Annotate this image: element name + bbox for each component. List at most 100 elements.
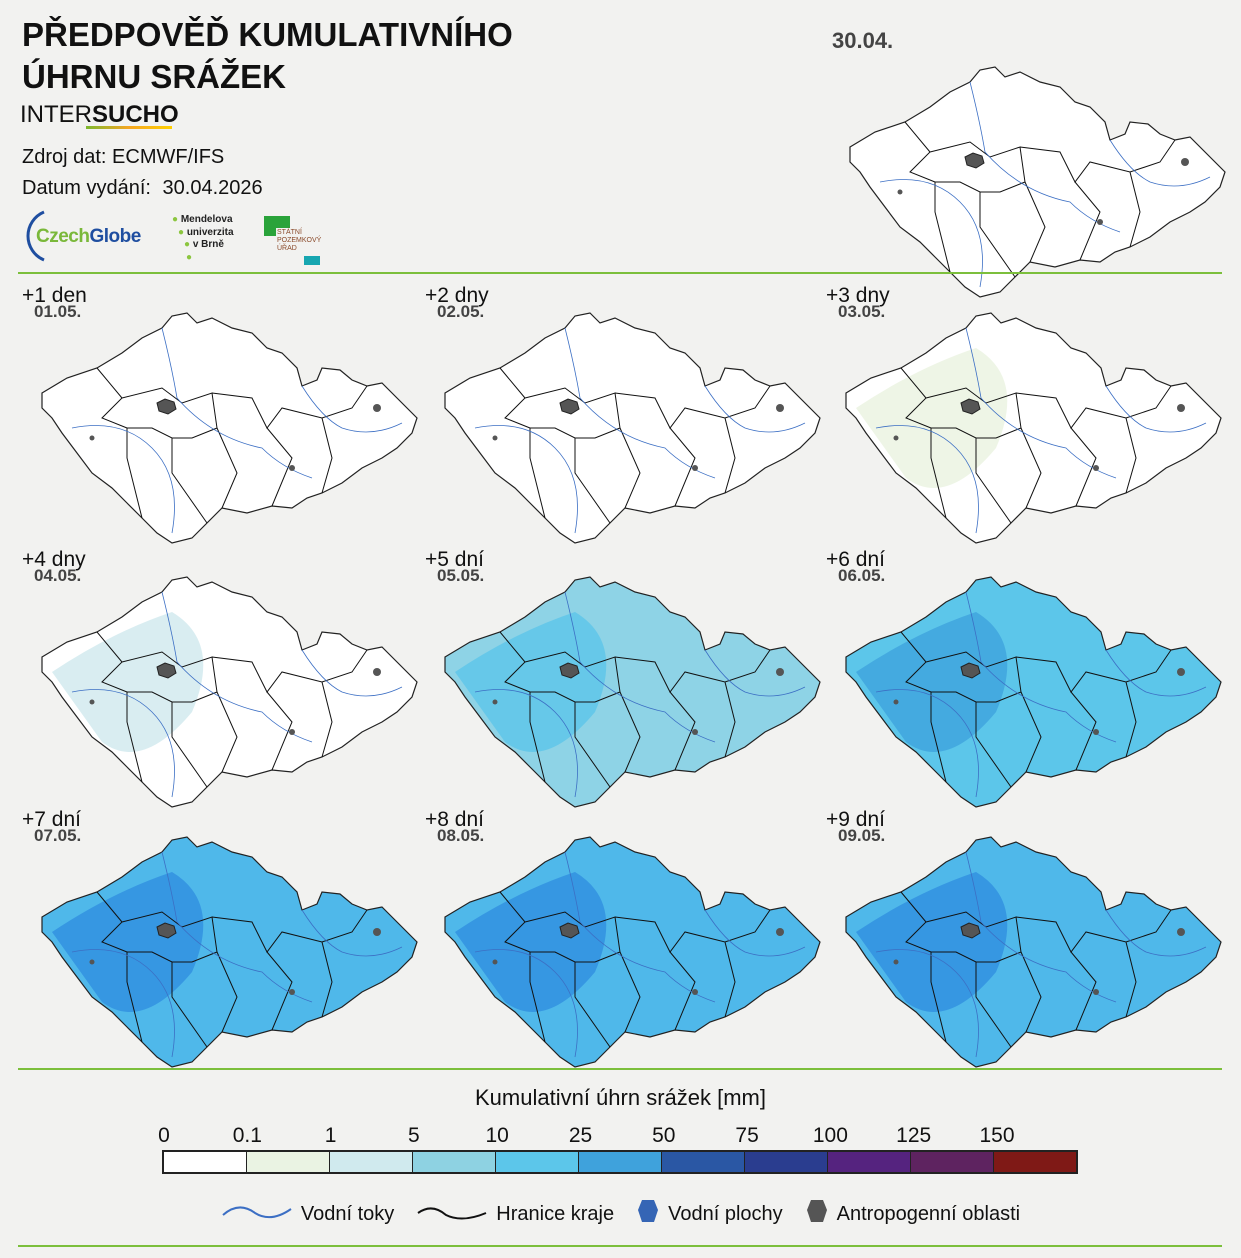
rivers — [875, 327, 1207, 534]
legend-item-label: Vodní toky — [300, 1202, 395, 1225]
map-date: 09.05. — [838, 826, 886, 845]
legend-item: Vodní toky — [221, 1201, 394, 1227]
symbol-legend: Vodní toky Hranice kraje Vodní plochy Antro… — [0, 1198, 1241, 1230]
rivers — [875, 591, 1207, 798]
legend-item: Vodní plochy — [636, 1198, 783, 1230]
rivers — [71, 591, 403, 798]
forecast-map-panel: +8 dní 08.05. — [425, 808, 825, 1070]
region-borders — [900, 891, 1172, 1048]
urban-area — [373, 668, 381, 676]
prague-urban-area — [156, 398, 177, 415]
scale-tick-label: 5 — [408, 1124, 420, 1147]
urban-area-icon — [805, 1198, 829, 1230]
czech-map — [444, 312, 821, 544]
czech-map — [41, 576, 418, 808]
legend-item: Antropogenní oblasti — [805, 1198, 1020, 1230]
border-line-icon — [416, 1201, 488, 1227]
precip-area — [455, 348, 607, 488]
czech-map — [845, 836, 1222, 1068]
czech-map — [41, 836, 418, 1068]
urban-area — [893, 699, 899, 705]
lead-time-label: +5 dní — [425, 548, 484, 571]
forecast-map-panel: +5 dní 05.05. — [425, 548, 825, 810]
lead-time-label: +3 dny — [826, 284, 890, 307]
urban-area — [492, 699, 498, 705]
rivers — [875, 851, 1207, 1058]
urban-area — [692, 465, 698, 471]
region-borders — [96, 367, 368, 524]
lead-time-label: +6 dní — [826, 548, 885, 571]
precip-area — [52, 348, 204, 488]
scale-tick-label: 100 — [812, 1124, 848, 1147]
issue-date: 30.04.2026 — [162, 177, 263, 199]
page-title: PŘEDPOVĚĎ KUMULATIVNÍHO ÚHRNU SRÁŽEK — [22, 14, 513, 98]
urban-area — [776, 928, 784, 936]
map-date: 03.05. — [838, 302, 886, 321]
urban-area — [1177, 404, 1185, 412]
region-borders — [900, 367, 1172, 524]
precip-area — [52, 612, 204, 752]
urban-area — [893, 959, 899, 965]
divider — [18, 1068, 1222, 1070]
precip-area — [860, 102, 1012, 242]
region-borders — [499, 631, 771, 788]
issue-label: Datum vydání: — [22, 177, 151, 199]
color-bin — [579, 1152, 662, 1172]
rivers — [474, 851, 806, 1058]
czech-map — [41, 312, 418, 544]
map-date: 30.04. — [832, 28, 894, 53]
czech-map — [444, 836, 821, 1068]
czechglobe-logo-arc — [26, 210, 45, 262]
urban-area — [89, 435, 95, 441]
urban-area — [692, 989, 698, 995]
czechglobe-logo: CzechGlobe — [36, 226, 141, 247]
czech-map — [845, 576, 1222, 808]
scale-tick-label: 150 — [979, 1124, 1015, 1147]
title-line-1: PŘEDPOVĚĎ KUMULATIVNÍHO — [22, 16, 513, 53]
scale-tick-label: 1 — [324, 1124, 337, 1147]
urban-area — [1181, 158, 1189, 166]
lead-time-label: +2 dny — [425, 284, 489, 307]
urban-area — [893, 435, 899, 441]
forecast-map-panel: +6 dní 06.05. — [826, 548, 1226, 810]
region-borders — [904, 121, 1176, 278]
map-date: 08.05. — [437, 826, 485, 845]
scale-tick-label: 10 — [485, 1124, 509, 1147]
scale-tick-label: 0.1 — [232, 1124, 262, 1147]
lead-time-label: +1 den — [22, 284, 87, 307]
prague-urban-area — [960, 398, 981, 415]
urban-area — [1093, 465, 1099, 471]
color-bin — [994, 1152, 1076, 1172]
legend-item-label: Antropogenní oblasti — [836, 1202, 1021, 1225]
forecast-map-panel: +3 dny 03.05. — [826, 284, 1226, 546]
urban-area — [492, 959, 498, 965]
water-body-icon — [636, 1198, 660, 1230]
rivers — [879, 81, 1211, 288]
legend-title: Kumulativní úhrn srážek [mm] — [475, 1085, 766, 1110]
prague-urban-area — [964, 152, 985, 169]
rivers — [474, 327, 806, 534]
czech-map — [849, 66, 1226, 298]
region-borders — [96, 891, 368, 1048]
river-line-icon — [221, 1201, 293, 1227]
urban-area — [492, 435, 498, 441]
urban-area — [89, 699, 95, 705]
precip-area — [455, 612, 607, 752]
color-scale — [162, 1150, 1078, 1174]
urban-area — [1177, 668, 1185, 676]
lead-time-label: +9 dní — [826, 808, 885, 831]
legend-item-label: Vodní plochy — [668, 1202, 783, 1225]
color-bin — [413, 1152, 496, 1172]
forecast-map-panel: +4 dny 04.05. — [22, 548, 422, 810]
rivers — [71, 851, 403, 1058]
urban-area — [1093, 989, 1099, 995]
title-line-2: ÚHRNU SRÁŽEK — [22, 58, 286, 95]
divider — [18, 1245, 1222, 1247]
urban-area — [776, 668, 784, 676]
map-date: 05.05. — [437, 566, 485, 585]
lead-time-label: +8 dní — [425, 808, 484, 831]
lead-time-label: +7 dní — [22, 808, 81, 831]
forecast-map-panel: +7 dní 07.05. — [22, 808, 422, 1070]
prague-urban-area — [156, 922, 177, 939]
